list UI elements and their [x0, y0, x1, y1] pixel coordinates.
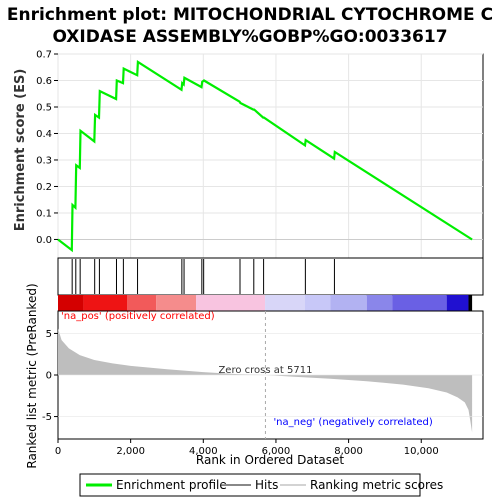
x-tick-label: 4,000	[189, 446, 218, 457]
heat-band	[265, 295, 306, 311]
legend-label: Enrichment profile	[116, 478, 227, 492]
es-axis-label: Enrichment score (ES)	[13, 69, 28, 232]
heat-band	[127, 295, 157, 311]
x-tick-label: 0	[55, 446, 61, 457]
es-tick-label: 0.1	[36, 208, 52, 219]
es-tick-label: 0.0	[36, 235, 52, 246]
positive-correlation-label: 'na_pos' (positively correlated)	[61, 311, 215, 322]
chart-title-line1: Enrichment plot: MITOCHONDRIAL CYTOCHROM…	[7, 5, 493, 25]
hits-panel	[57, 257, 484, 296]
heat-band	[366, 295, 393, 311]
es-y-axis: 0.0 0.1 0.2 0.3 0.4 0.5 0.6 0.7	[36, 50, 58, 246]
hit-lines	[71, 259, 335, 294]
enrichment-profile-line	[57, 59, 473, 253]
legend-label: Ranking metric scores	[310, 478, 443, 492]
es-tick-label: 0.2	[36, 182, 52, 193]
x-axis: 0 2,000 4,000 6,000 8,000 10,000	[55, 439, 439, 457]
heat-band	[305, 295, 331, 311]
es-grid	[57, 53, 483, 258]
ranking-metric-area	[58, 328, 473, 433]
negative-correlation-label: 'na_neg' (negatively correlated)	[273, 417, 432, 428]
es-panel	[57, 53, 484, 259]
zero-cross-label: Zero cross at 5711	[218, 365, 312, 376]
legend: Enrichment profile Hits Ranking metric sco…	[86, 478, 443, 492]
heat-band	[446, 295, 469, 311]
rank-grid	[58, 332, 483, 418]
legend-label: Hits	[255, 478, 278, 492]
es-tick-label: 0.6	[36, 76, 52, 87]
es-tick-label: 0.7	[36, 50, 52, 61]
heat-band	[58, 295, 84, 311]
rank-axis-label: Ranked list metric (PreRanked)	[25, 283, 39, 468]
rank-tick-label: 0	[46, 371, 52, 382]
x-tick-label: 8,000	[334, 446, 363, 457]
es-tick-label: 0.4	[36, 129, 52, 140]
rank-tick-label: 5	[46, 329, 52, 340]
heat-band	[196, 295, 266, 311]
heat-band	[156, 295, 197, 311]
chart-title-line2: OXIDASE ASSEMBLY%GOBP%GO:0033617	[52, 27, 447, 47]
heat-band	[468, 295, 473, 311]
rank-y-axis: 5 0 -5	[42, 329, 58, 423]
x-tick-label: 2,000	[116, 446, 145, 457]
x-axis-label: Rank in Ordered Dataset	[196, 453, 344, 467]
heat-band	[330, 295, 367, 311]
heat-band	[83, 295, 128, 311]
heat-band	[392, 295, 447, 311]
ranking-heat-bar	[58, 295, 473, 311]
es-tick-label: 0.3	[36, 155, 52, 166]
es-tick-label: 0.5	[36, 102, 52, 113]
rank-tick-label: -5	[42, 412, 52, 423]
x-tick-label: 6,000	[262, 446, 291, 457]
x-tick-label: 10,000	[404, 446, 439, 457]
